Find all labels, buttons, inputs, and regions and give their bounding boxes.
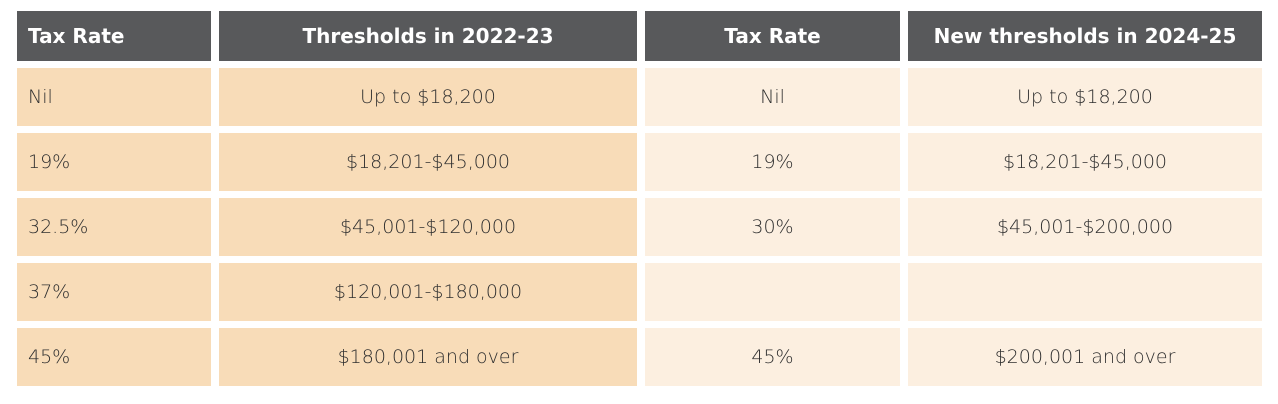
table-cell: Up to $18,200 — [219, 68, 637, 126]
table-cell: 37% — [17, 263, 211, 321]
table-cell: $18,201-$45,000 — [908, 133, 1262, 191]
table-cell: $45,001-$120,000 — [219, 198, 637, 256]
header-cell: Tax Rate — [17, 11, 211, 61]
table-cell: $200,001 and over — [908, 328, 1262, 386]
table-cell: $120,001-$180,000 — [219, 263, 637, 321]
table-cell: 19% — [645, 133, 900, 191]
header-cell: Tax Rate — [645, 11, 900, 61]
table-cell: Nil — [645, 68, 900, 126]
table-cell: 32.5% — [17, 198, 211, 256]
header-cell: Thresholds in 2022-23 — [219, 11, 637, 61]
table-cell: $180,001 and over — [219, 328, 637, 386]
table-cell: Nil — [17, 68, 211, 126]
table-cell: 19% — [17, 133, 211, 191]
table-cell: 45% — [645, 328, 900, 386]
table-cell: 30% — [645, 198, 900, 256]
table-cell: $45,001-$200,000 — [908, 198, 1262, 256]
table-cell: $18,201-$45,000 — [219, 133, 637, 191]
table-cell — [645, 263, 900, 321]
tax-table: Tax Rate Thresholds in 2022-23 Tax Rate New… — [17, 11, 1262, 386]
table-cell — [908, 263, 1262, 321]
table-cell: Up to $18,200 — [908, 68, 1262, 126]
header-cell: New thresholds in 2024-25 — [908, 11, 1262, 61]
table-cell: 45% — [17, 328, 211, 386]
